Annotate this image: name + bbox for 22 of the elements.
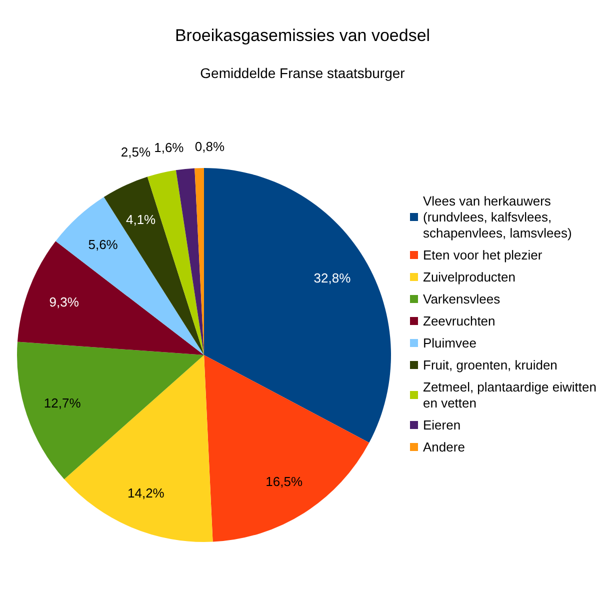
data-label: 12,7% bbox=[44, 396, 82, 411]
data-label: 2,5% bbox=[120, 144, 151, 160]
legend-label: Zetmeel, plantaardige eiwitten en vetten bbox=[423, 380, 600, 410]
legend-label: Eten voor het plezier bbox=[423, 248, 543, 262]
legend-label: Varkensvlees bbox=[423, 292, 501, 306]
data-label: 9,3% bbox=[49, 294, 80, 310]
legend-label: Vlees van herkauwers (rundvlees, kalfsvlees, schapenvlees, lamsvlees) bbox=[423, 194, 572, 240]
data-label: 16,5% bbox=[266, 474, 303, 489]
data-label: 4,1% bbox=[126, 212, 156, 227]
legend-label: Zeevruchten bbox=[423, 314, 496, 328]
legend-label: Pluimvee bbox=[423, 336, 476, 350]
legend-label: Eieren bbox=[423, 418, 461, 432]
legend-label: Andere bbox=[423, 440, 465, 454]
data-label: 0,8% bbox=[194, 139, 225, 154]
data-label: 1,6% bbox=[154, 140, 184, 156]
data-label: 14,2% bbox=[128, 485, 165, 500]
chart-subtitle: Gemiddelde Franse staatsburger bbox=[200, 65, 406, 81]
data-label: 32,8% bbox=[314, 270, 352, 286]
chart-title: Broeikasgasemissies van voedsel bbox=[174, 26, 430, 45]
data-label: 5,6% bbox=[88, 237, 118, 252]
legend-label: Fruit, groenten, kruiden bbox=[423, 358, 558, 372]
legend-label: Zuivelproducten bbox=[423, 270, 516, 284]
